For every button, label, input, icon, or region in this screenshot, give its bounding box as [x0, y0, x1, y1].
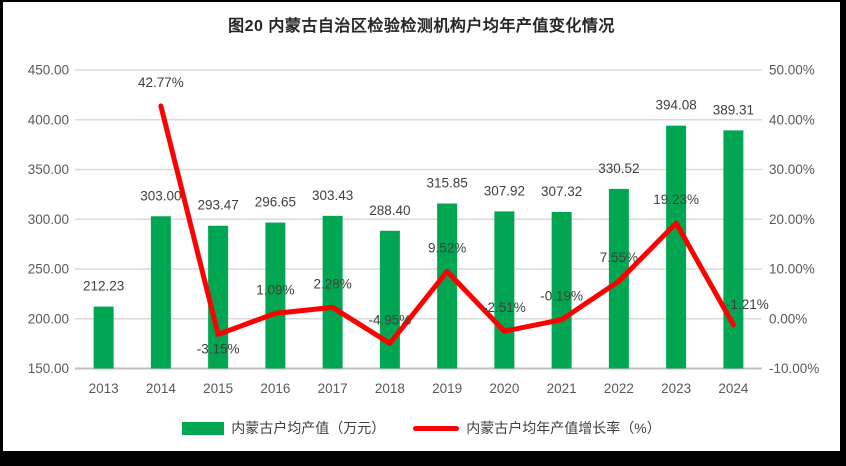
x-axis-category-label: 2022	[604, 381, 634, 396]
combo-chart: 450.00 400.00 350.00 300.00 250.00 200.00 150.…	[28, 63, 820, 397]
line-series-swatch-icon	[413, 425, 460, 431]
legend-label-line-series: 内蒙古户均年产值增长率（%）	[466, 420, 661, 436]
bar-2017	[322, 215, 343, 369]
x-axis-category-label: 2024	[718, 381, 749, 396]
left-axis-tick-label: 200.00	[28, 311, 69, 326]
legend-item-line-series: 内蒙古户均年产值增长率（%）	[413, 418, 661, 438]
legend-item-bar-series: 内蒙古户均产值（万元）	[182, 418, 385, 438]
chart-canvas: 图20 内蒙古自治区检验检测机构户均年产值变化情况 450.00 400.00 35…	[3, 2, 840, 451]
legend-label-bar-series: 内蒙古户均产值（万元）	[231, 420, 386, 436]
line-data-label: 9.52%	[428, 240, 466, 255]
line-data-label: -2.51%	[483, 300, 526, 315]
bar-2020	[494, 211, 515, 369]
bar-data-label: 293.47	[197, 198, 238, 213]
bar-data-label: 303.43	[312, 188, 353, 203]
line-data-label: -3.15%	[197, 341, 240, 356]
x-axis-category-label: 2017	[318, 381, 348, 396]
bar-2021	[551, 211, 572, 369]
x-axis-category-label: 2015	[203, 381, 233, 396]
right-axis-tick-label: 40.00%	[769, 112, 815, 127]
bar-data-label: 288.40	[369, 203, 410, 218]
bar-2024	[723, 130, 744, 369]
bar-data-label: 330.52	[598, 161, 639, 176]
bar-data-label: 307.92	[484, 183, 525, 198]
bar-2013	[93, 306, 114, 369]
chart-title: 图20 内蒙古自治区检验检测机构户均年产值变化情况	[228, 18, 615, 35]
right-axis-tick-label: -10.00%	[769, 361, 819, 376]
bar-2016	[265, 222, 286, 369]
right-axis-tick-label: 20.00%	[769, 212, 815, 227]
bar-2014	[150, 216, 171, 369]
bar-series-swatch-icon	[182, 421, 225, 435]
x-axis-category-label: 2016	[260, 381, 290, 396]
bar-2023	[666, 125, 687, 369]
left-axis-tick-label: 350.00	[28, 162, 69, 177]
line-data-label: 2.28%	[313, 276, 351, 291]
bar-data-label: 394.08	[655, 98, 696, 113]
bar-data-label: 389.31	[713, 102, 754, 117]
bar-data-label: 307.32	[541, 184, 582, 199]
growth-rate-line	[158, 103, 736, 346]
line-data-label: 1.09%	[256, 282, 294, 297]
right-axis-tick-label: 10.00%	[769, 262, 815, 277]
left-axis-tick-label: 250.00	[28, 262, 69, 277]
bar-data-label: 296.65	[255, 195, 296, 210]
x-axis-category-label: 2020	[489, 381, 519, 396]
left-axis-tick-label: 450.00	[28, 63, 69, 78]
bar-data-label: 212.23	[83, 279, 124, 294]
x-axis-category-label: 2014	[146, 381, 177, 396]
x-axis-category-label: 2023	[661, 381, 691, 396]
x-axis-category-label: 2021	[547, 381, 577, 396]
right-axis-tick-label: 0.00%	[769, 311, 807, 326]
left-axis-tick-label: 400.00	[28, 112, 69, 127]
left-axis-tick-label: 300.00	[28, 212, 69, 227]
line-data-label: -4.95%	[368, 312, 411, 327]
line-data-label: 7.55%	[600, 250, 638, 265]
x-axis-category-label: 2018	[375, 381, 405, 396]
bar-data-label: 315.85	[426, 175, 467, 190]
x-axis-category-label: 2019	[432, 381, 462, 396]
line-data-label: 19.23%	[653, 192, 699, 207]
bar-2019	[437, 203, 458, 369]
line-data-label: 42.77%	[138, 75, 184, 90]
bar-data-label: 303.00	[140, 188, 181, 203]
right-axis-tick-label: 30.00%	[769, 162, 815, 177]
line-data-label: -0.19%	[540, 289, 583, 304]
right-axis-tick-label: 50.00%	[769, 63, 815, 78]
x-axis-category-label: 2013	[89, 381, 119, 396]
bar-2018	[379, 230, 400, 369]
line-data-label: -1.21%	[726, 297, 769, 312]
chart-legend: 内蒙古户均产值（万元） 内蒙古户均年产值增长率（%）	[3, 417, 840, 439]
left-axis-tick-label: 150.00	[28, 361, 69, 376]
